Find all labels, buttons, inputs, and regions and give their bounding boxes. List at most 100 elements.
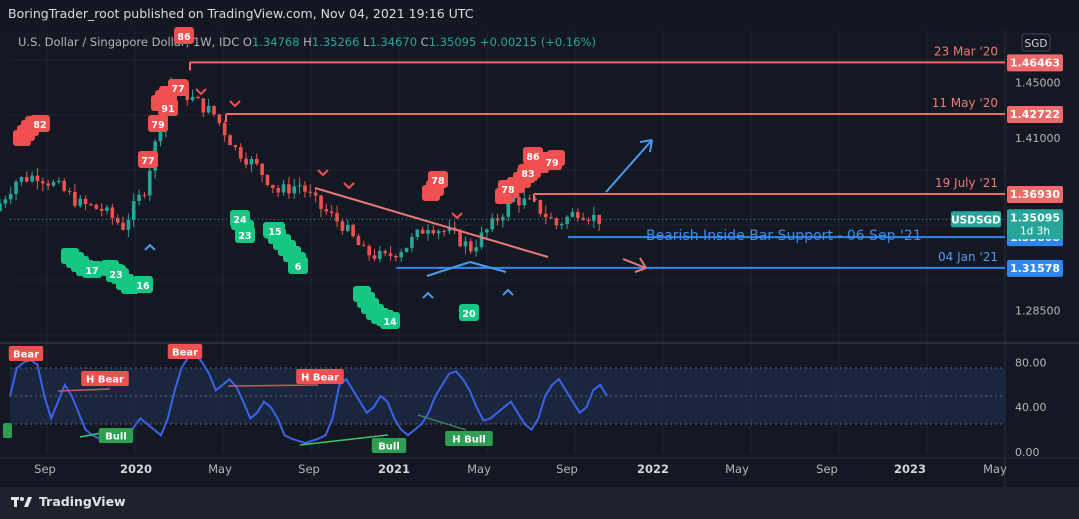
oscillator-bull-tag [371, 438, 407, 453]
candle-body [148, 170, 152, 196]
time-tick-label: 2022 [637, 462, 669, 476]
level-date-label: 04 Jan '21 [938, 250, 998, 264]
candle-body [41, 181, 45, 184]
candle-body [67, 190, 72, 192]
candle-body [549, 217, 553, 219]
oscillator-bear-tag [81, 371, 129, 386]
tradingview-brand[interactable]: TradingView [11, 494, 126, 509]
candle-body [442, 231, 446, 233]
candle-body [319, 195, 323, 210]
candle-body [501, 216, 505, 221]
buy-signal-tag-box [380, 312, 400, 329]
candle-body [431, 229, 436, 234]
oscillator-bull-tag [98, 428, 134, 443]
level-price-tag [1007, 185, 1063, 203]
candle-body [565, 216, 569, 224]
level-date-label: 19 July '21 [935, 176, 998, 190]
oscillator-bear-label: H Bear [301, 373, 339, 384]
candle-body [19, 177, 24, 182]
buy-signal-tag-box [133, 276, 153, 293]
chevron-down-icon [229, 100, 241, 108]
candle-body [383, 250, 387, 254]
price-chart[interactable]: U.S. Dollar / Singapore Dollar, 1W, IDC … [0, 0, 1079, 487]
publish-line: BoringTrader_root published on TradingVi… [8, 6, 474, 21]
candle-body [14, 181, 18, 194]
candle-body [212, 105, 216, 115]
sell-signal-tag-label: 83 [521, 169, 534, 180]
sell-signal-tag-label: 91 [161, 104, 174, 115]
oscillator-bull-label: Bull [378, 442, 400, 453]
candle-body [378, 250, 382, 259]
sell-signal-tag-label: 78 [431, 176, 445, 187]
bear-divergence-line [57, 388, 111, 392]
candle-body [265, 174, 270, 185]
oscillator-tick-label: 0.00 [1015, 446, 1040, 459]
candle-body [399, 252, 404, 258]
time-tick-label: 2020 [120, 462, 152, 476]
candle-body [576, 212, 580, 218]
candle-body [410, 236, 414, 248]
candle-body [447, 227, 452, 232]
candle-body [228, 135, 232, 146]
candle-body [126, 219, 131, 230]
oscillator-bull-label: H Bull [452, 435, 485, 446]
candle-body [522, 198, 527, 206]
level-price-value: 1.42722 [1010, 108, 1060, 121]
candle-body [356, 236, 361, 246]
sell-signal-tag-label: 77 [171, 84, 184, 95]
footer-bar [0, 487, 1079, 519]
candle-body [137, 194, 141, 202]
candle-body [78, 198, 83, 206]
candle-body [303, 185, 307, 192]
sell-signal-tag-box [174, 27, 194, 44]
candle-body [506, 201, 511, 217]
candle-body [559, 223, 564, 226]
level-date-label: 11 May '20 [932, 96, 998, 110]
candle-body [115, 217, 120, 223]
time-tick-label: 2023 [894, 462, 926, 476]
sell-signal-tag-box [428, 171, 448, 188]
time-tick-label: Sep [556, 462, 578, 476]
chevron-down-icon [451, 212, 463, 220]
time-tick-label: May [983, 462, 1007, 476]
currency-button-label: SGD [1025, 38, 1048, 50]
buy-signal-tag-label: 15 [268, 227, 281, 238]
candle-body [458, 230, 462, 247]
candle-body [335, 213, 339, 222]
buy-signal-tag-label: 14 [383, 317, 397, 328]
candle-body [276, 188, 280, 193]
candle-body [222, 123, 227, 136]
candle-body [260, 163, 264, 175]
candle-body [110, 207, 115, 218]
candle-body [474, 247, 478, 252]
candle-body [217, 114, 222, 124]
candle-body [206, 105, 211, 113]
oscillator-bear-tag [296, 369, 344, 384]
sell-signal-tag-box [158, 99, 178, 116]
symbol-tag-label: USDSGD [951, 214, 1001, 226]
candle-body [287, 184, 291, 194]
candle-body [597, 214, 601, 224]
currency-button [1021, 33, 1051, 52]
chevron-up-icon [502, 288, 514, 296]
candle-body [297, 185, 302, 187]
bearish-arrow-icon [622, 257, 647, 273]
oscillator-bear-label: H Bear [86, 375, 124, 386]
candle-body [8, 193, 13, 200]
level-price-tag [1007, 259, 1063, 277]
support-trend-line [469, 261, 507, 273]
candle-body [485, 229, 489, 233]
buy-signal-tag-box [235, 226, 255, 243]
chevron-down-icon [317, 169, 329, 177]
candle-body [420, 229, 425, 234]
candle-body [0, 203, 2, 211]
chevron-down-icon [343, 182, 355, 190]
sell-signal-tag-box [542, 153, 562, 170]
candle-body [394, 255, 398, 258]
bear-divergence-line [227, 384, 319, 387]
candle-body [51, 181, 56, 186]
candle-body [233, 145, 238, 148]
level-price-tag [1007, 54, 1063, 72]
candle-body [271, 184, 275, 189]
oscillator-bull-label: Bull [105, 432, 127, 443]
